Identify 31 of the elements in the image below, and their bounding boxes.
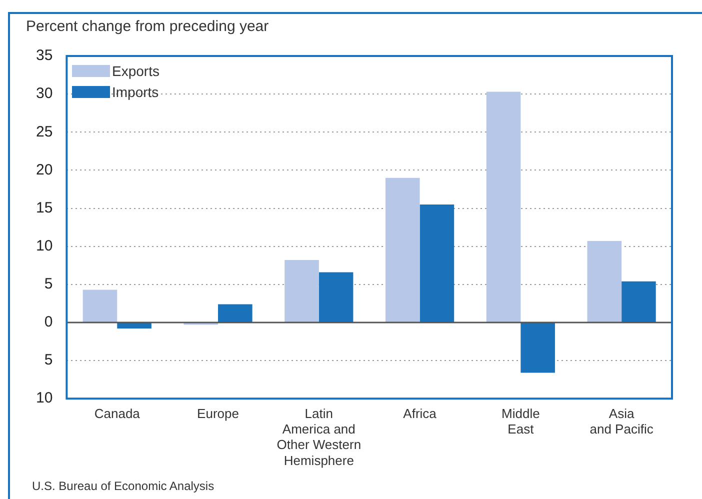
x-tick-label: Middle East [502, 406, 540, 437]
y-tick-label: 10 [36, 390, 53, 407]
y-tick-label: 5 [44, 352, 53, 369]
y-tick-label: 10 [36, 237, 53, 254]
bar [486, 92, 521, 322]
y-tick-label: 5 [44, 276, 53, 293]
bar [318, 272, 354, 322]
y-tick-label: 35 [36, 47, 53, 64]
bar [587, 241, 622, 322]
y-axis-title: Percent change from preceding year [26, 18, 269, 35]
y-tick-label: 20 [36, 161, 53, 178]
bar [385, 178, 420, 322]
legend-label: Exports [111, 62, 160, 81]
y-tick-label: 30 [36, 85, 53, 102]
y-tick-label: 15 [36, 199, 53, 216]
x-tick-label: Latin America and Other Western Hemisphere [276, 406, 362, 468]
y-tick-label: 0 [44, 314, 53, 331]
bar [622, 281, 656, 322]
bar [284, 260, 319, 322]
x-tick-label: Canada [94, 406, 141, 421]
y-tick-label: 25 [36, 123, 53, 140]
bar [520, 322, 555, 373]
bar [218, 304, 252, 322]
x-tick-label: Africa [403, 406, 438, 421]
bar [82, 290, 118, 322]
bar [117, 322, 152, 329]
bar [420, 204, 454, 322]
x-tick-label: Europe [197, 406, 239, 421]
x-tick-label: Asia and Pacific [590, 406, 654, 437]
text: U.S. Bureau of Economic Analysis [32, 479, 214, 493]
legend-label: Imports [111, 82, 160, 102]
